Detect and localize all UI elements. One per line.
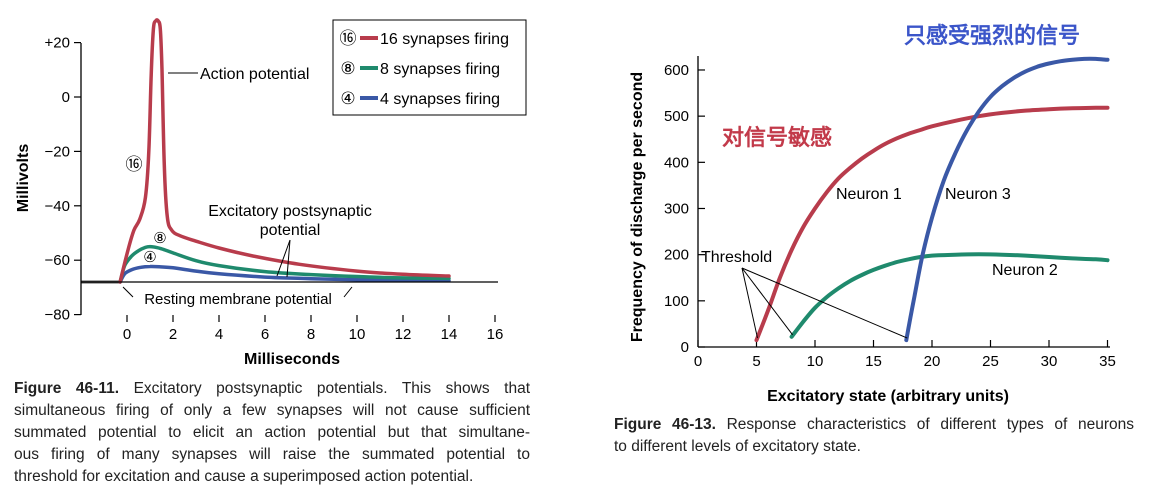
y2-tick-label-600: 600 xyxy=(664,62,689,79)
y2-tick-label-400: 400 xyxy=(664,154,689,171)
threshold-label: Threshold xyxy=(701,249,772,266)
neuron2-label: Neuron 2 xyxy=(992,262,1058,279)
x-tick-label-16: 16 xyxy=(487,326,504,343)
caption2-line-0: Response characteristics of different ty… xyxy=(715,416,1134,433)
marker-8: ⑧ xyxy=(153,229,166,247)
series-4-synapses-firing xyxy=(118,264,451,284)
legend-symbol-0: ⑯ xyxy=(340,29,357,49)
caption1-line-4: threshold for excitation and cause a sup… xyxy=(14,468,474,485)
series-8-synapses-firing xyxy=(118,244,451,284)
neuron3-label: Neuron 3 xyxy=(945,186,1011,203)
resting-potential-label: Resting membrane potential xyxy=(144,291,332,308)
neuron-response-chart: 0 5 10 15 20 25 30 35 0 100 200 300 400 500 600 Excita… xyxy=(629,23,1116,405)
legend-symbol-2: ④ xyxy=(340,89,355,109)
x2-tick-label-0: 0 xyxy=(694,353,702,370)
epsp-leader-b xyxy=(286,239,291,278)
y-tick-label-20: +20 xyxy=(45,35,70,52)
x-tick-label-6: 6 xyxy=(261,326,269,343)
x2-tick-label-35: 35 xyxy=(1099,353,1116,370)
x-tick-label-8: 8 xyxy=(307,326,315,343)
series-neuron-1 xyxy=(754,105,1110,343)
x2-tick-label-20: 20 xyxy=(924,353,941,370)
caption2-line-1: to different levels of excitatory state. xyxy=(614,438,861,455)
legend: ⑯ 16 synapses firing ⑧ 8 synapses firing ④ 4 … xyxy=(332,19,527,116)
x2-tick-label-5: 5 xyxy=(752,353,760,370)
legend-label-8-synapses-firing: 8 synapses firing xyxy=(380,61,500,78)
y-tick-label--60: −60 xyxy=(45,252,70,269)
y-tick-label--80: −80 xyxy=(45,307,70,324)
x-axis-label: Milliseconds xyxy=(244,351,340,368)
x2-tick-label-25: 25 xyxy=(982,353,999,370)
threshold-leader-1 xyxy=(741,267,793,336)
x-tick-label-12: 12 xyxy=(395,326,412,343)
y2-tick-label-0: 0 xyxy=(681,339,689,356)
resting-leader-right xyxy=(343,286,353,298)
epsp-chart: 0 2 4 6 8 10 12 14 16 +20 0 −20 −40 −60 −80 Millisecon… xyxy=(15,18,527,368)
series-16-synapses-firing xyxy=(118,18,451,284)
y2-tick-label-500: 500 xyxy=(664,108,689,125)
action-potential-label: Action potential xyxy=(200,66,309,83)
y-axis-label-2: Frequency of discharge per second xyxy=(629,72,646,342)
legend-label-16-synapses-firing: 16 synapses firing xyxy=(380,31,509,48)
y-axis-label: Millivolts xyxy=(15,144,32,213)
legend-label-4-synapses-firing: 4 synapses firing xyxy=(380,91,500,108)
epsp-label-line2: potential xyxy=(260,222,321,239)
caption2-label: Figure 46-13. xyxy=(614,416,716,433)
y-tick-label-0: 0 xyxy=(62,89,70,106)
caption1-label: Figure 46-11. xyxy=(14,380,120,397)
x-axis-label-2: Excitatory state (arbitrary units) xyxy=(767,388,1009,405)
y2-tick-label-200: 200 xyxy=(664,247,689,264)
x-tick-label-14: 14 xyxy=(441,326,458,343)
cn-annotation-sensitive: 对信号敏感 xyxy=(722,125,832,151)
marker-4: ④ xyxy=(143,248,156,266)
y-tick-label--20: −20 xyxy=(45,143,70,160)
x-tick-label-4: 4 xyxy=(215,326,223,343)
epsp-leader-a xyxy=(276,239,291,277)
threshold-leader-2 xyxy=(741,267,908,339)
y2-tick-label-100: 100 xyxy=(664,293,689,310)
neuron1-label: Neuron 1 xyxy=(836,186,902,203)
caption1-line-2: summated potential to elicit an action p… xyxy=(14,424,530,441)
x-tick-label-2: 2 xyxy=(169,326,177,343)
marker-16: ⑯ xyxy=(126,155,143,175)
y-tick-label--40: −40 xyxy=(45,198,70,215)
legend-symbol-1: ⑧ xyxy=(340,59,355,79)
threshold-leader-0 xyxy=(741,267,758,339)
series-neuron-3 xyxy=(904,56,1110,343)
x-tick-label-0: 0 xyxy=(123,326,131,343)
x2-tick-label-10: 10 xyxy=(807,353,824,370)
cn-annotation-strong: 只感受强烈的信号 xyxy=(904,23,1080,49)
resting-leader-left xyxy=(122,286,134,298)
caption-figure-46-13: Figure 46-13. Response characteristics o… xyxy=(614,414,1134,458)
caption1-line-3: ous firing of many synapses will raise t… xyxy=(14,446,530,463)
x2-tick-label-30: 30 xyxy=(1041,353,1058,370)
x2-tick-label-15: 15 xyxy=(865,353,882,370)
y2-tick-label-300: 300 xyxy=(664,200,689,217)
x-tick-label-10: 10 xyxy=(349,326,366,343)
caption1-line-0: Excitatory postsynaptic potentials. This… xyxy=(119,380,530,397)
caption1-line-1: simultaneous firing of only a few synaps… xyxy=(14,402,530,419)
caption-figure-46-11: Figure 46-11. Excitatory postsynaptic po… xyxy=(14,378,530,488)
epsp-label-line1: Excitatory postsynaptic xyxy=(208,203,372,220)
series-neuron-2 xyxy=(789,252,1110,339)
